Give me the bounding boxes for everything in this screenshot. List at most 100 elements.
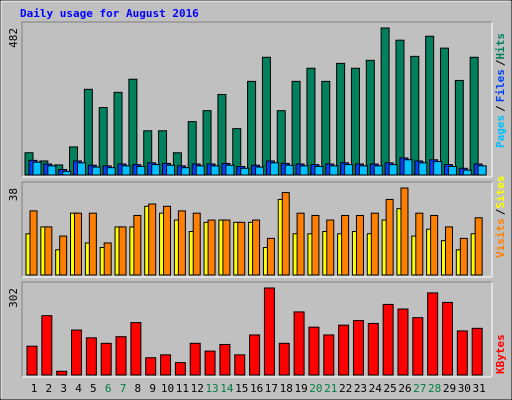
bar [418,162,428,176]
legend-separator: / [494,208,507,215]
bar [174,362,186,376]
bar [400,187,409,276]
bar [344,164,354,176]
bar [430,214,439,276]
bar [121,165,131,176]
bar [296,212,305,276]
bar [98,107,108,176]
x-tick-label: 25 [384,382,397,395]
bar [403,159,413,176]
x-tick-label: 22 [339,382,352,395]
bar [338,324,350,376]
x-tick-label: 21 [324,382,337,395]
bar [77,162,87,176]
bar [145,357,157,376]
legend-separator: / [494,59,507,66]
bar [293,311,305,376]
bar [439,47,449,176]
bar [210,165,220,176]
bar [133,214,142,276]
bar [382,303,394,376]
x-tick-label: 11 [176,382,189,395]
bar [71,329,83,376]
y-tick-label: 482 [7,28,20,48]
x-tick-label: 26 [398,382,411,395]
legend-entry: Hits [494,33,507,60]
legend-entry: Sites [494,176,507,209]
bar [177,210,186,276]
bar [380,27,390,176]
x-tick-label: 29 [443,382,456,395]
x-tick-label: 15 [235,382,248,395]
bar [160,354,172,376]
bar [47,165,57,176]
x-tick-label: 4 [75,382,82,395]
x-tick-label: 23 [354,382,367,395]
bar [326,219,335,276]
bar [166,164,176,176]
x-tick-label: 14 [220,382,234,395]
bar [195,165,205,176]
bar [358,165,368,176]
bar [106,167,116,176]
bar [395,39,405,176]
bar [385,198,394,276]
legend: Visits /Sites [494,176,507,259]
x-tick-label: 20 [309,382,322,395]
x-tick-label: 13 [205,382,218,395]
bar [62,170,72,176]
bar [311,214,320,276]
bar [415,212,424,276]
bar [26,345,38,376]
bar [308,326,320,376]
bar [136,165,146,176]
legend-entry: Pages [494,115,507,148]
bar [355,214,364,276]
y-tick-label: 302 [7,288,20,308]
bar [269,162,279,176]
bar [219,343,231,376]
legend-entry: KBytes [494,334,507,374]
x-tick-label: 18 [280,382,293,395]
bar [255,166,265,176]
x-tick-label: 17 [265,382,278,395]
bar [115,336,127,376]
bar [59,235,68,276]
x-tick-label: 6 [105,382,112,395]
bar [427,292,439,376]
bar [189,342,201,376]
x-tick-label: 31 [473,382,486,395]
chart-title: Daily usage for August 2016 [20,7,199,20]
legend: Pages/Files/Hits [494,33,507,148]
bar [336,62,346,176]
x-tick-label: 16 [250,382,263,395]
bar [204,350,216,376]
bar [83,88,93,176]
x-tick-label: 7 [120,382,127,395]
bar [425,35,435,176]
bar [412,317,424,376]
bar [441,301,453,376]
bar [118,226,127,276]
x-tick-label: 12 [191,382,204,395]
bar [41,315,53,376]
legend-entry: Visits [494,218,507,258]
bar [471,327,483,376]
bar [397,308,409,376]
bar [352,320,364,376]
bar [237,221,246,276]
x-tick-label: 24 [369,382,383,395]
bar [281,192,290,276]
bar [225,164,235,176]
bar [44,226,53,276]
bar [350,67,360,176]
bar [447,165,457,176]
bar [341,214,350,276]
bar [388,164,398,176]
bar [459,237,468,276]
x-tick-label: 5 [90,382,97,395]
bar [180,167,190,176]
bar [261,56,271,176]
bar [222,219,231,276]
